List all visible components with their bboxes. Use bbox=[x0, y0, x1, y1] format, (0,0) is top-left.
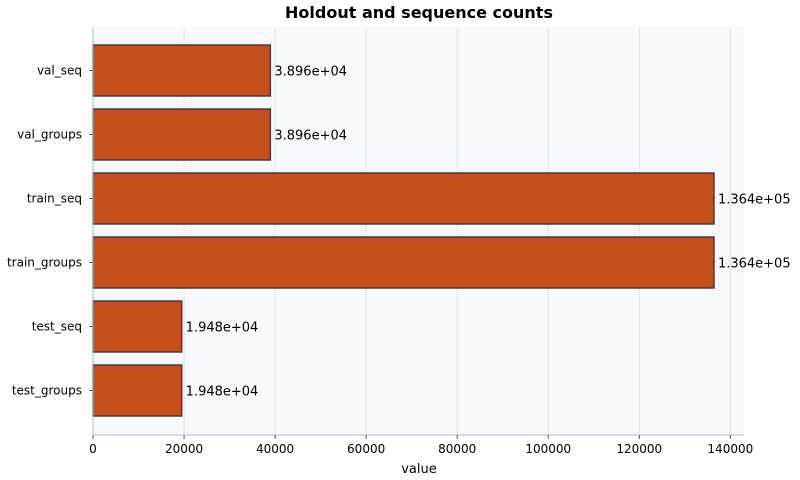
x-tick-label-5: 100000 bbox=[525, 442, 571, 456]
x-tick-label-0: 0 bbox=[89, 442, 97, 456]
x-tick-label-1: 20000 bbox=[165, 442, 203, 456]
data-labels: 3.896e+04 3.896e+04 1.364e+05 1.364e+05 1.94… bbox=[186, 65, 791, 400]
data-label-val_seq: 3.896e+04 bbox=[274, 65, 347, 80]
y-tick-label-train_seq: train_seq bbox=[27, 192, 82, 206]
x-tick-label-4: 80000 bbox=[438, 442, 476, 456]
bar-val_seq bbox=[92, 44, 272, 97]
x-tick-label-2: 40000 bbox=[256, 442, 294, 456]
bar-train_seq bbox=[92, 172, 715, 225]
y-tick-label-val_seq: val_seq bbox=[37, 64, 82, 78]
data-label-test_seq: 1.948e+04 bbox=[186, 321, 259, 336]
chart-title: Holdout and sequence counts bbox=[285, 3, 553, 22]
x-tick-label-7: 140000 bbox=[707, 442, 753, 456]
y-tick-label-test_groups: test_groups bbox=[12, 384, 82, 398]
bar-test_seq bbox=[92, 300, 183, 353]
y-tick-label-train_groups: train_groups bbox=[7, 256, 82, 270]
x-tick-label-3: 60000 bbox=[347, 442, 385, 456]
bar-val_groups bbox=[92, 108, 272, 161]
x-axis-label: value bbox=[401, 462, 437, 477]
y-tick-label-val_groups: val_groups bbox=[17, 128, 82, 142]
y-tick-label-test_seq: test_seq bbox=[32, 320, 82, 334]
axes: val_seq val_groups train_seq train_groupste… bbox=[7, 27, 753, 456]
data-label-train_seq: 1.364e+05 bbox=[718, 193, 791, 208]
x-tick-label-6: 120000 bbox=[616, 442, 662, 456]
bar-test_groups bbox=[92, 364, 183, 417]
data-label-val_groups: 3.896e+04 bbox=[274, 129, 347, 144]
bar-train_groups bbox=[92, 236, 715, 289]
data-label-train_groups: 1.364e+05 bbox=[718, 257, 791, 272]
data-label-test_groups: 1.948e+04 bbox=[186, 385, 259, 400]
